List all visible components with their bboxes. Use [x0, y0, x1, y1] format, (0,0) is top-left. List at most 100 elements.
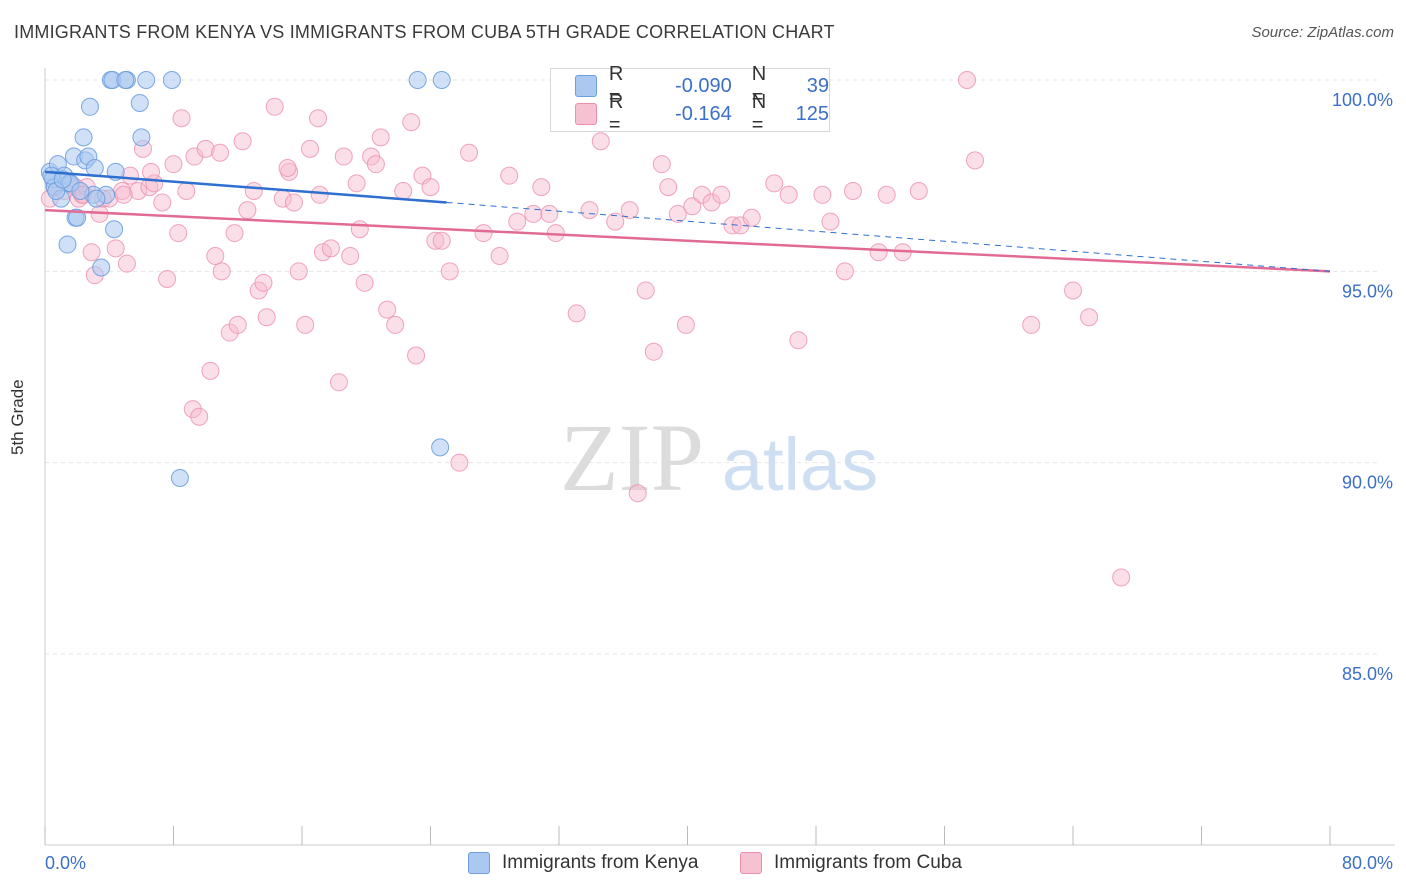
cuba-point	[702, 193, 721, 212]
watermark: ZIP atlas	[560, 404, 878, 511]
kenya-points	[40, 71, 451, 487]
cuba-point	[692, 185, 711, 204]
x-tick-label-max: 80.0%	[1342, 853, 1393, 873]
kenya-point	[105, 220, 124, 239]
cuba-point	[114, 185, 133, 204]
legend-row-cuba: R = -0.164 N = 125	[575, 91, 829, 136]
cuba-point	[402, 113, 421, 132]
n-value-kenya: 39	[806, 74, 830, 97]
cuba-point	[206, 247, 225, 266]
kenya-point	[130, 93, 149, 112]
cuba-point	[765, 174, 784, 193]
cuba-point	[500, 166, 519, 185]
y-axis-label: 5th Grade	[8, 379, 27, 455]
cuba-point	[742, 208, 761, 227]
cuba-point	[532, 178, 551, 197]
cuba-point	[355, 273, 374, 292]
kenya-point	[53, 170, 72, 189]
kenya-swatch	[575, 75, 597, 97]
cuba-point	[843, 181, 862, 200]
cuba-point	[1022, 315, 1041, 334]
kenya-point	[58, 235, 77, 254]
cuba-point	[169, 224, 188, 243]
kenya-point	[68, 208, 87, 227]
kenya-trend-extension	[446, 201, 1331, 272]
cuba-point	[142, 162, 161, 181]
cuba-point	[233, 132, 252, 151]
kenya-point	[92, 258, 111, 277]
cuba-point	[289, 262, 308, 281]
cuba-point	[164, 155, 183, 174]
cuba-point	[591, 132, 610, 151]
n-label-kenya: N =	[751, 63, 767, 108]
cuba-trend-line	[44, 208, 1331, 273]
cuba-point	[490, 247, 509, 266]
cuba-point	[668, 204, 687, 223]
cuba-point	[82, 243, 101, 262]
r-label-cuba: R =	[608, 91, 624, 136]
cuba-point	[190, 407, 209, 426]
cuba-point	[450, 453, 469, 472]
trend-lines	[44, 170, 1331, 273]
cuba-point	[407, 346, 426, 365]
kenya-trend-line	[44, 170, 447, 204]
cuba-point	[244, 181, 263, 200]
cuba-point	[366, 155, 385, 174]
kenya-point	[87, 189, 106, 208]
x-tick-label-min: 0.0%	[45, 853, 86, 873]
kenya-point	[170, 468, 189, 487]
cuba-point	[909, 181, 928, 200]
cuba-point	[869, 243, 888, 262]
cuba-point	[158, 269, 177, 288]
kenya-point	[162, 71, 181, 89]
bottom-legend-cuba: Immigrants from Cuba	[740, 852, 962, 874]
cuba-point	[278, 159, 297, 178]
cuba-point	[508, 212, 527, 231]
cuba-point	[201, 361, 220, 380]
cuba-point	[789, 331, 808, 350]
gridlines	[45, 79, 1380, 655]
cuba-point	[172, 109, 191, 128]
cuba-point	[153, 193, 172, 212]
cuba-point	[257, 308, 276, 327]
cuba-point	[350, 220, 369, 239]
cuba-point	[659, 178, 678, 197]
kenya-point	[74, 128, 93, 147]
cuba-point	[636, 281, 655, 300]
kenya-point	[80, 97, 99, 116]
cuba-point	[966, 151, 985, 170]
cuba-point	[1112, 568, 1131, 587]
y-tick-label: 95.0%	[1342, 281, 1393, 301]
stats-legend: R = -0.090 N = 39 R = -0.164 N = 125	[550, 63, 830, 136]
bottom-kenya-label: Immigrants from Kenya	[502, 852, 699, 873]
cuba-point	[426, 231, 445, 250]
r-value-cuba: -0.164	[675, 102, 732, 125]
cuba-point	[106, 239, 125, 258]
cuba-point	[386, 315, 405, 334]
cuba-point	[524, 204, 543, 223]
bottom-legend-kenya: Immigrants from Kenya	[468, 852, 698, 874]
y-tick-label: 90.0%	[1342, 473, 1393, 493]
cuba-point	[712, 185, 731, 204]
cuba-point	[1080, 308, 1099, 327]
cuba-point	[683, 197, 702, 216]
cuba-point	[440, 262, 459, 281]
cuba-swatch	[575, 103, 597, 125]
chart-title: IMMIGRANTS FROM KENYA VS IMMIGRANTS FROM…	[14, 22, 835, 42]
cuba-point	[177, 181, 196, 200]
cuba-point	[394, 181, 413, 200]
kenya-point	[71, 181, 90, 200]
cuba-point	[321, 239, 340, 258]
cuba-point	[779, 185, 798, 204]
cuba-point	[254, 273, 273, 292]
kenya-point	[432, 71, 451, 89]
tick-labels: 85.0% 90.0% 95.0% 100.0% 0.0% 80.0%	[45, 90, 1393, 873]
cuba-point	[329, 373, 348, 392]
cuba-point	[474, 224, 493, 243]
cuba-point	[225, 224, 244, 243]
cuba-point	[460, 143, 479, 162]
cuba-point	[129, 181, 148, 200]
cuba-point	[606, 212, 625, 231]
cuba-point	[341, 247, 360, 266]
